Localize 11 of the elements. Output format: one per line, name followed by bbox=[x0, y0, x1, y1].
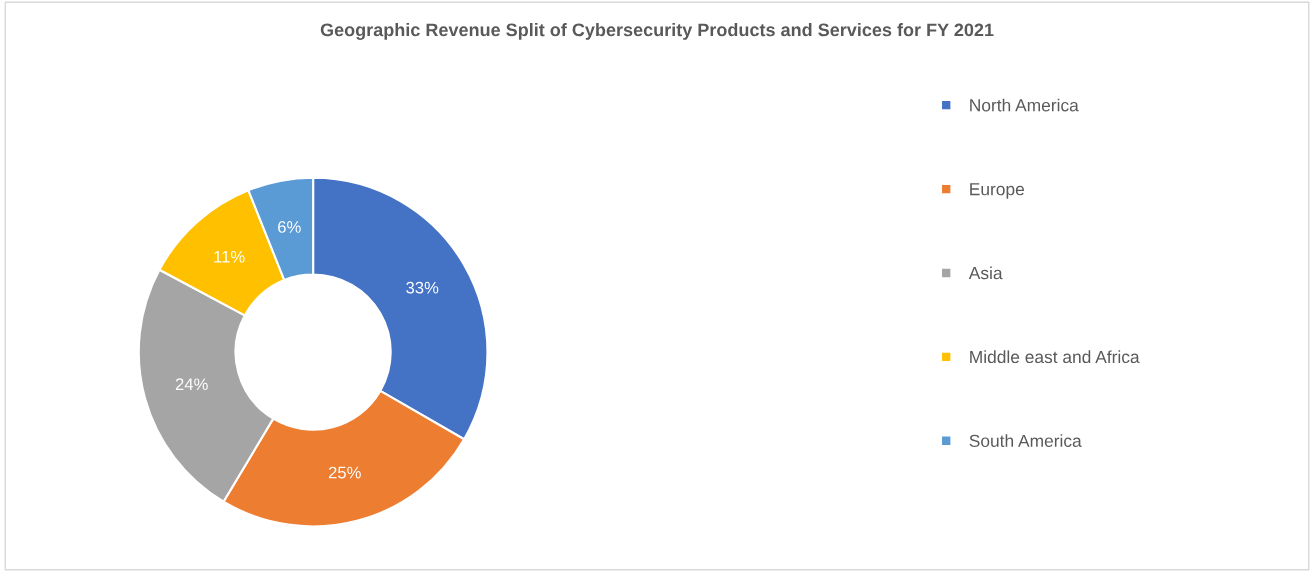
data-label: 6% bbox=[278, 221, 301, 233]
chart-title: Geographic Revenue Split of Cybersecurity Products and Services for FY 2021 bbox=[320, 23, 994, 40]
legend-label: South America bbox=[969, 434, 1082, 447]
data-label: 33% bbox=[406, 281, 439, 294]
data-label: 25% bbox=[328, 466, 361, 479]
legend-label: Europe bbox=[970, 183, 1024, 199]
data-label: 24% bbox=[175, 378, 208, 391]
data-label: 11% bbox=[214, 250, 245, 263]
legend-label: Asia bbox=[968, 266, 1003, 280]
legend-label: North America bbox=[970, 98, 1079, 112]
legend-label: Middle east and Africa bbox=[970, 350, 1140, 364]
